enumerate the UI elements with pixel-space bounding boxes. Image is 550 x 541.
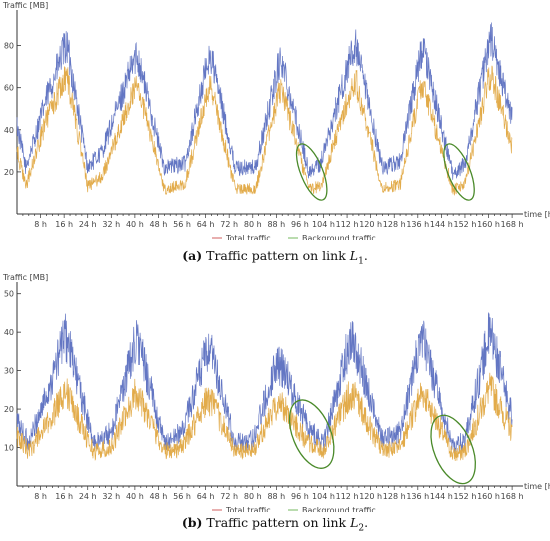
y-axis-label: Traffic [MB] (2, 1, 48, 10)
caption-a-link: L1 (349, 248, 364, 267)
x-tick-label: 80 h (244, 492, 262, 501)
x-axis-label: time [h] (524, 210, 550, 219)
y-tick-label: 10 (4, 444, 14, 453)
x-tick-label: 168 h (501, 492, 524, 501)
caption-a: (a) Traffic pattern on link L1. (182, 248, 368, 267)
caption-b-label: (b) (181, 515, 203, 530)
highlight-ellipse (288, 399, 335, 469)
x-tick-label: 32 h (102, 492, 120, 501)
x-tick-label: 24 h (79, 220, 97, 229)
panel-a: Traffic [MB] time [h] 20 40 60 80 8 h 16 h 24 h 3… (0, 0, 550, 270)
legend-item: Total traffic (225, 506, 271, 512)
x-tick-label: 64 h (197, 220, 215, 229)
highlight-ellipse (443, 143, 475, 201)
highlight-ellipse (295, 143, 328, 201)
x-tick-label: 112 h (336, 220, 359, 229)
panel-b: Traffic [MB] time [h] 10 20 30 40 50 8 h 16 h 24 … (0, 272, 550, 541)
caption-b: (b) Traffic pattern on link L2. (181, 515, 369, 534)
x-axis-label: time [h] (524, 482, 550, 491)
x-tick-label: 40 h (126, 220, 144, 229)
x-tick-label: 120 h (359, 220, 382, 229)
y-axis-label: Traffic [MB] (2, 273, 48, 282)
x-tick-label: 88 h (267, 220, 285, 229)
x-tick-label: 48 h (150, 220, 168, 229)
x-tick-label: 104 h (312, 492, 335, 501)
x-tick-label: 80 h (244, 220, 262, 229)
legend-item: Background traffic (302, 506, 376, 512)
x-tick-label: 48 h (150, 492, 168, 501)
chart-b: Traffic [MB] time [h] 10 20 30 40 50 8 h 16 h 24 … (2, 273, 550, 515)
x-tick-label: 16 h (55, 220, 73, 229)
x-tick-label: 160 h (477, 220, 500, 229)
x-tick-label: 160 h (477, 492, 500, 501)
x-tick-label: 96 h (291, 492, 309, 501)
x-tick-label: 104 h (312, 220, 335, 229)
legend-item: Total traffic (225, 234, 271, 240)
caption-b-text: Traffic pattern on link (206, 515, 351, 530)
x-tick-label: 136 h (406, 492, 429, 501)
y-tick-label: 40 (4, 328, 14, 337)
x-tick-label: 168 h (501, 220, 524, 229)
caption-a-text: Traffic pattern on link (206, 248, 350, 263)
x-tick-label: 88 h (267, 492, 285, 501)
x-tick-label: 8 h (34, 220, 47, 229)
series-line-background-traffic (16, 372, 513, 462)
x-tick-label: 128 h (383, 492, 406, 501)
x-tick-label: 64 h (197, 492, 215, 501)
x-tick-label: 112 h (336, 492, 359, 501)
x-tick-label: 128 h (383, 220, 406, 229)
legend-item: Background traffic (302, 234, 376, 240)
series-line-total-traffic (16, 312, 513, 454)
y-tick-label: 20 (4, 168, 14, 177)
chart-a: Traffic [MB] time [h] 20 40 60 80 8 h 16 h 24 h 3… (2, 1, 550, 243)
series-line-total-traffic (16, 22, 513, 180)
x-tick-label: 120 h (359, 492, 382, 501)
x-tick-label: 56 h (173, 492, 191, 501)
x-tick-label: 16 h (55, 492, 73, 501)
y-tick-label: 30 (4, 367, 14, 376)
x-tick-label: 96 h (291, 220, 309, 229)
x-tick-label: 152 h (454, 492, 477, 501)
x-tick-label: 72 h (220, 220, 238, 229)
x-tick-label: 56 h (173, 220, 191, 229)
y-tick-label: 50 (4, 290, 14, 299)
caption-b-link: L2 (350, 515, 365, 534)
y-tick-label: 40 (4, 126, 14, 135)
y-tick-label: 80 (4, 42, 14, 51)
highlight-ellipse (430, 414, 477, 485)
x-tick-label: 32 h (102, 220, 120, 229)
y-tick-label: 20 (4, 405, 14, 414)
x-tick-label: 144 h (430, 492, 453, 501)
y-tick-label: 60 (4, 84, 14, 93)
x-tick-label: 144 h (430, 220, 453, 229)
caption-a-label: (a) (182, 248, 203, 263)
x-tick-label: 152 h (454, 220, 477, 229)
series-line-background-traffic (16, 65, 513, 196)
x-tick-label: 24 h (79, 492, 97, 501)
x-tick-label: 8 h (34, 492, 47, 501)
x-tick-label: 40 h (126, 492, 144, 501)
x-tick-label: 136 h (406, 220, 429, 229)
x-tick-label: 72 h (220, 492, 238, 501)
